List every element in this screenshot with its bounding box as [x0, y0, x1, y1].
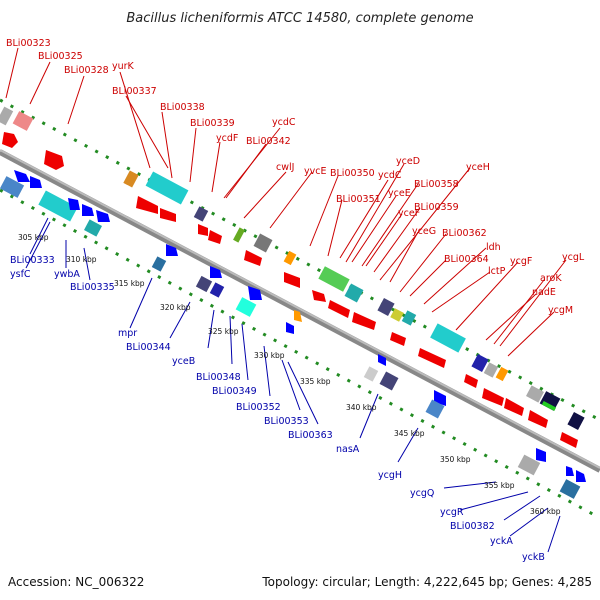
gene-label: ycdC [272, 117, 296, 128]
gene-label: ycgR [440, 507, 464, 518]
genome-backbone-highlight [0, 149, 600, 469]
gene-label: nadE [532, 287, 556, 298]
kbp-ticks: 305 kbp 310 kbp 315 kbp 320 kbp 325 kbp … [18, 233, 561, 516]
gene-label: ycdF [216, 133, 238, 144]
gene-label: yckA [490, 536, 513, 547]
tick-label: 355 kbp [484, 481, 515, 490]
gene-label: yceD [396, 156, 420, 167]
gene-label: nasA [336, 444, 360, 455]
gene-label: BLi00359 [414, 202, 459, 213]
gene-label: BLi00350 [330, 168, 375, 179]
gene-label: BLi00344 [126, 342, 171, 353]
genome-stats-text: Topology: circular; Length: 4,222,645 bp… [261, 575, 592, 589]
gene-label: BLi00337 [112, 86, 157, 97]
genome-backbone [0, 149, 600, 473]
tick-label: 305 kbp [18, 233, 49, 242]
tick-label: 340 kbp [346, 403, 377, 412]
gene-label: yceE [388, 188, 411, 199]
gene-label: aroK [540, 273, 562, 284]
gene-label: BLi00339 [190, 118, 235, 129]
tick-label: 360 kbp [530, 507, 561, 516]
top-gene-labels: BLi00323 BLi00325 BLi00328 yurK BLi00337… [6, 38, 585, 316]
gene-label: ycgM [548, 305, 573, 316]
gene-label: yceB [172, 356, 195, 367]
gene-label: yceG [412, 226, 436, 237]
tick-label: 335 kbp [300, 377, 331, 386]
gene-label: BLi00364 [444, 254, 489, 265]
gene-label: ycgH [378, 470, 402, 481]
gene-label: BLi00363 [288, 430, 333, 441]
gene-label: ldh [486, 242, 501, 253]
gene-label: ycgL [562, 252, 585, 263]
tick-label: 345 kbp [394, 429, 425, 438]
gene-label: BLi00325 [38, 51, 83, 62]
tick-label: 310 kbp [66, 255, 97, 264]
gene-label: BLi00352 [236, 402, 281, 413]
gene-label: cwlJ [276, 162, 294, 173]
gene-label: BLi00382 [450, 521, 495, 532]
gene-label: yceF [398, 208, 420, 219]
gene-label: BLi00333 [10, 255, 55, 266]
gene-label: BLi00338 [160, 102, 205, 113]
tick-label: 320 kbp [160, 303, 191, 312]
gene-label: BLi00328 [64, 65, 109, 76]
tick-label: 330 kbp [254, 351, 285, 360]
gene-label: yurK [112, 61, 135, 72]
gene-label: ycdC [378, 170, 402, 181]
gene-label: ycgF [510, 256, 532, 267]
tick-label: 315 kbp [114, 279, 145, 288]
gene-label: BLi00342 [246, 136, 291, 147]
map-title: Bacillus licheniformis ATCC 14580, compl… [126, 11, 473, 26]
gene-label: mpr [118, 328, 137, 339]
gene-label: BLi00348 [196, 372, 241, 383]
reverse-strand-genes [0, 170, 586, 499]
tick-label: 325 kbp [208, 327, 239, 336]
accession-text: Accession: NC_006322 [8, 575, 144, 589]
bottom-gene-labels: BLi00333 ysfC ywbA BLi00335 mpr BLi00344… [10, 255, 545, 563]
gene-label: yceH [466, 162, 490, 173]
gene-label: BLi00353 [264, 416, 309, 427]
gene-label: ysfC [10, 269, 31, 280]
forward-strand-genes [0, 106, 585, 448]
gene-label: lctP [488, 266, 506, 277]
gene-label: BLi00358 [414, 179, 459, 190]
gene-label: BLi00349 [212, 386, 257, 397]
gene-label: BLi00335 [70, 282, 115, 293]
outer-ring [0, 98, 600, 422]
top-leader-lines [5, 47, 567, 357]
gene-label: yvcE [304, 166, 326, 177]
gene-label: BLi00362 [442, 228, 487, 239]
gene-label: BLi00351 [336, 194, 381, 205]
gene-label: ywbA [54, 269, 80, 280]
gene-label: BLi00323 [6, 38, 51, 49]
gene-label: ycgQ [410, 488, 434, 499]
tick-label: 350 kbp [440, 455, 471, 464]
gene-label: yckB [522, 552, 545, 563]
bottom-leader-lines [25, 217, 561, 553]
